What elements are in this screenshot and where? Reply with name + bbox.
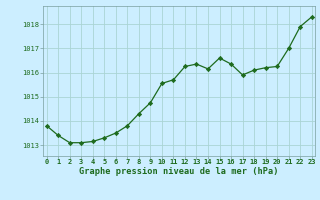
X-axis label: Graphe pression niveau de la mer (hPa): Graphe pression niveau de la mer (hPa)	[79, 167, 279, 176]
